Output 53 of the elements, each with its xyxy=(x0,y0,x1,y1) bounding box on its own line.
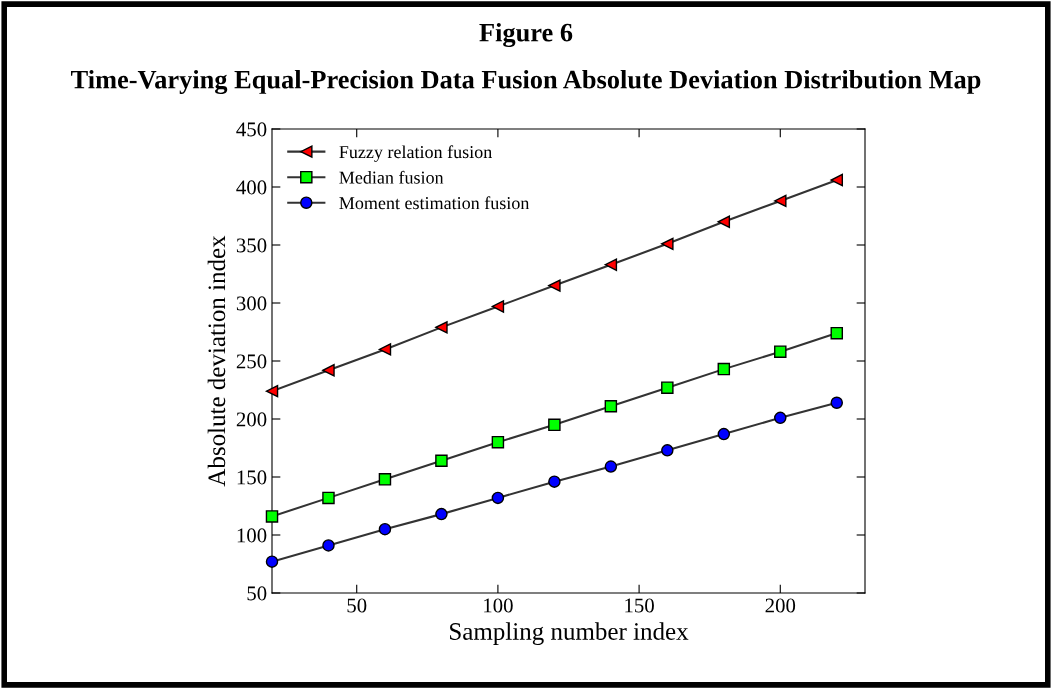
point xyxy=(435,507,448,521)
y-tick-label: 450 xyxy=(236,122,267,137)
point xyxy=(661,237,674,251)
point xyxy=(548,475,561,488)
y-tick-label: 300 xyxy=(236,296,267,311)
point xyxy=(830,396,844,410)
point xyxy=(322,491,335,505)
x-tick-label: 100 xyxy=(484,598,513,613)
x-axis-title: Sampling number index xyxy=(450,622,689,646)
point xyxy=(830,173,844,187)
point xyxy=(435,321,448,334)
y-tick-label: 150 xyxy=(237,470,267,485)
point xyxy=(717,215,731,229)
y-tick-label: 400 xyxy=(236,180,267,195)
y-tick-label: 50 xyxy=(247,586,267,601)
point xyxy=(774,411,787,425)
point xyxy=(774,345,787,358)
point xyxy=(265,510,279,523)
point xyxy=(548,418,561,432)
point xyxy=(322,539,335,552)
legend-label: Fuzzy relation fusion xyxy=(339,145,492,162)
point xyxy=(491,435,505,449)
point xyxy=(435,454,448,468)
y-tick-label: 200 xyxy=(236,412,267,427)
x-tick-label: 50 xyxy=(347,598,367,613)
point xyxy=(265,555,279,568)
point xyxy=(604,460,618,473)
point xyxy=(322,364,335,377)
y-tick-label: 350 xyxy=(236,238,267,253)
point xyxy=(717,427,731,441)
y-axis-title: Absolute deviation index xyxy=(207,235,226,487)
y-tick-label: 100 xyxy=(237,528,267,543)
point xyxy=(661,381,674,394)
point xyxy=(604,399,618,413)
chart-title: Figure 6 xyxy=(479,22,573,48)
legend-label: Moment estimation fusion xyxy=(339,196,530,210)
point xyxy=(661,444,674,457)
x-tick-label: 200 xyxy=(765,598,796,613)
chart-subtitle: Time-Varying Equal-Precision Data Fusion Absolute Deviation Distribution Map xyxy=(71,69,981,95)
point xyxy=(717,362,731,376)
point xyxy=(604,258,618,271)
point xyxy=(491,491,505,505)
y-tick-label: 250 xyxy=(236,354,267,369)
x-tick-label: 150 xyxy=(625,598,654,613)
point xyxy=(378,343,392,356)
point xyxy=(265,384,279,398)
point xyxy=(830,326,844,340)
point xyxy=(548,279,561,292)
point xyxy=(378,473,392,486)
point xyxy=(491,300,505,313)
point xyxy=(378,522,392,536)
point xyxy=(774,194,787,208)
legend-label: Median fusion xyxy=(339,170,444,184)
